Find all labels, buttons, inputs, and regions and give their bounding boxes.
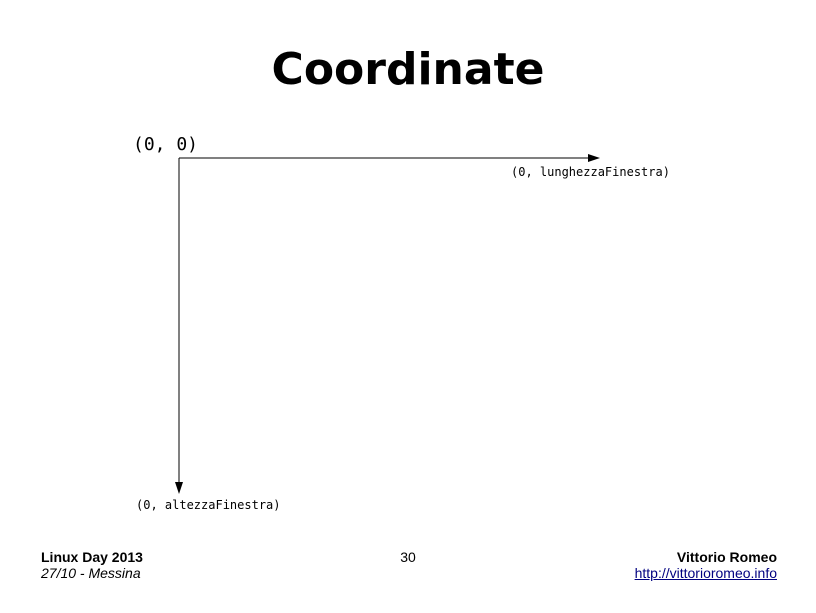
slide-title: Coordinate [271,44,545,95]
x-axis-end-label: (0, lunghezzaFinestra) [511,165,670,179]
y-axis-end-label: (0, altezzaFinestra) [136,498,281,512]
x-axis-arrowhead [588,154,600,162]
y-axis-arrowhead [175,482,183,494]
footer-date-place: 27/10 - Messina [41,565,141,581]
footer-author: Vittorio Romeo [676,549,777,565]
footer-event: Linux Day 2013 [41,549,143,565]
footer-website-link[interactable]: http://vittorioromeo.info [634,565,777,581]
page-number: 30 [400,549,416,565]
origin-label: (0, 0) [133,134,198,155]
